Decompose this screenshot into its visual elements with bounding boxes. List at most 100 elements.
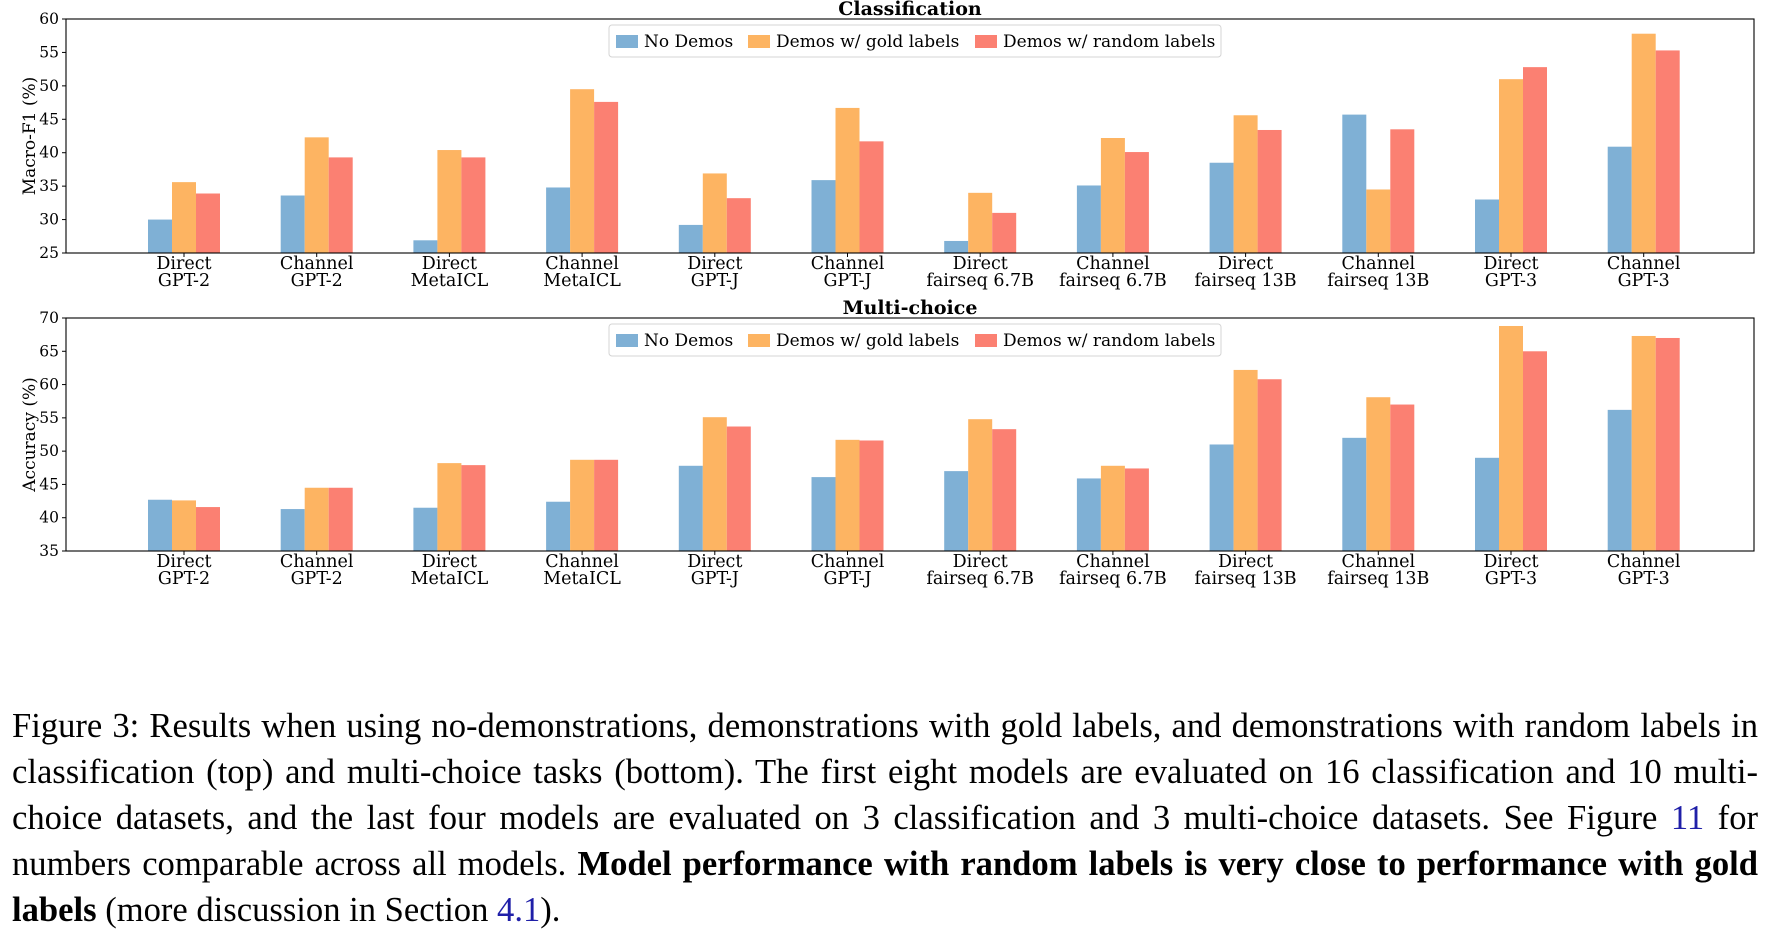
chart2-bar-10-series-2: [1366, 397, 1391, 551]
chart2-category-label-8-line2: fairseq 6.7B: [1059, 569, 1167, 589]
chart1-y-tick-label-7: 55: [39, 43, 59, 61]
chart1-y-tick-label-2: 30: [39, 211, 59, 229]
chart2-y-tick-label-4: 50: [39, 442, 59, 460]
chart1-y-tick-label-4: 40: [39, 144, 59, 162]
chart2-y-tick-label-3: 45: [39, 475, 59, 493]
chart2-y-tick-label-2: 40: [39, 509, 59, 527]
chart1-legend-label-1: No Demos: [644, 32, 733, 52]
chart2-legend-swatch-3: [975, 334, 997, 347]
chart1-bar-9-series-1: [1209, 162, 1234, 253]
chart2-category-label-2-line1: Channel: [280, 552, 354, 572]
chart2-bar-4-series-2: [570, 459, 595, 551]
chart2-legend-swatch-1: [616, 334, 638, 347]
section-reference-link[interactable]: 4.1: [497, 891, 541, 929]
chart1-bar-9-series-3: [1257, 129, 1282, 253]
chart2-bar-11-series-2: [1499, 325, 1523, 551]
chart2-bar-8-series-1: [1076, 478, 1101, 551]
chart1-title: Classification: [838, 0, 982, 20]
chart1-bar-7-series-1: [944, 240, 969, 253]
chart2-category-label-4-line1: Channel: [545, 552, 619, 572]
chart1-category-label-7-line1: Direct: [953, 254, 1008, 274]
chart2-category-label-12-line2: GPT-3: [1618, 569, 1670, 589]
figure-caption: Figure 3: Results when using no-demonstr…: [12, 703, 1758, 933]
chart1-legend-swatch-3: [975, 35, 997, 48]
chart1-legend-swatch-1: [616, 35, 638, 48]
chart1-bar-10-series-1: [1342, 114, 1367, 253]
chart2-legend-label-2: Demos w/ gold labels: [776, 331, 959, 351]
chart2-bar-7-series-2: [968, 419, 993, 551]
chart1-category-label-3-line1: Direct: [422, 254, 477, 274]
chart2-category-label-7-line2: fairseq 6.7B: [926, 569, 1034, 589]
chart2-y-tick-label-6: 60: [39, 376, 59, 394]
chart2-category-label-10-line2: fairseq 13B: [1327, 569, 1429, 589]
chart1-bar-8-series-1: [1076, 185, 1101, 253]
chart2-category-label-1-line2: GPT-2: [158, 569, 210, 589]
chart2-bar-11-series-3: [1523, 351, 1547, 551]
chart2-y-tick-label-8: 70: [39, 309, 59, 327]
chart1-category-label-12-line2: GPT-3: [1618, 271, 1670, 291]
chart2-bar-8-series-3: [1124, 468, 1149, 551]
chart2-legend-label-1: No Demos: [644, 331, 733, 351]
caption-text-2: for numbers comparable across all models…: [12, 799, 1758, 883]
chart1-category-label-4-line2: MetaICL: [543, 271, 621, 291]
chart1-category-label-8-line2: fairseq 6.7B: [1059, 271, 1167, 291]
chart2-bar-8-series-2: [1100, 465, 1125, 551]
chart1-legend-box: [608, 24, 1222, 58]
chart1-axes-frame: [65, 18, 1755, 254]
caption-bold-finding: Model performance with random labels is …: [12, 845, 1758, 929]
chart1-category-label-9-line2: fairseq 13B: [1195, 271, 1297, 291]
chart1-bar-2-series-1: [280, 195, 305, 253]
chart2-bar-1-series-3: [196, 507, 220, 551]
chart2-bar-6-series-2: [835, 439, 860, 551]
chart2-bar-10-series-3: [1390, 404, 1415, 551]
chart1-bar-7-series-2: [968, 192, 993, 253]
figure-reference-link[interactable]: 11: [1670, 799, 1705, 837]
chart2-category-label-5-line1: Direct: [687, 552, 742, 572]
chart2-bar-5-series-2: [702, 417, 727, 551]
chart2-bar-9-series-2: [1233, 369, 1258, 551]
chart1-bar-1-series-2: [172, 182, 196, 253]
chart2-category-label-9-line2: fairseq 13B: [1195, 569, 1297, 589]
caption-text-4: ).: [540, 891, 561, 929]
chart1-category-label-8-line1: Channel: [1076, 254, 1150, 274]
chart2-bar-3-series-3: [461, 465, 486, 551]
chart2-category-label-6-line1: Channel: [811, 552, 885, 572]
chart1-y-tick-label-8: 60: [39, 10, 59, 28]
chart2-bar-12-series-3: [1655, 337, 1680, 551]
chart1-category-label-2-line1: Channel: [280, 254, 354, 274]
chart2-bar-2-series-3: [328, 487, 353, 551]
chart1-y-tick-label-5: 45: [39, 110, 59, 128]
chart1-category-label-11-line2: GPT-3: [1485, 271, 1537, 291]
chart2-category-label-12-line1: Channel: [1607, 552, 1681, 572]
chart2-bar-1-series-1: [148, 499, 172, 551]
chart2-category-label-11-line2: GPT-3: [1485, 569, 1537, 589]
chart2-category-label-7-line1: Direct: [953, 552, 1008, 572]
chart1-bar-4-series-3: [594, 101, 619, 253]
chart1-bar-1-series-1: [148, 219, 172, 253]
chart1-bar-12-series-2: [1631, 33, 1656, 253]
chart1-bar-9-series-2: [1233, 115, 1258, 253]
chart2-bar-4-series-1: [546, 501, 571, 551]
chart2-legend-box: [608, 323, 1222, 357]
chart1-legend-swatch-2: [748, 35, 770, 48]
chart1-legend-label-3: Demos w/ random labels: [1003, 32, 1215, 52]
chart1-category-label-3-line2: MetaICL: [411, 271, 489, 291]
chart2-category-label-8-line1: Channel: [1076, 552, 1150, 572]
chart2-bar-7-series-1: [944, 471, 969, 551]
chart2-legend-swatch-2: [748, 334, 770, 347]
caption-text-1: Figure 3: Results when using no-demonstr…: [12, 707, 1758, 837]
figure: Classification Macro-F1 (%) Direct GPT-2 Cha…: [20, 0, 1755, 589]
chart1-category-label-7-line2: fairseq 6.7B: [926, 271, 1034, 291]
chart1-category-label-10-line1: Channel: [1342, 254, 1416, 274]
chart1-bar-11-series-3: [1523, 67, 1547, 253]
chart1-bar-10-series-3: [1390, 129, 1415, 253]
chart2-title: Multi-choice: [843, 297, 978, 319]
chart2-y-tick-label-7: 65: [39, 342, 59, 360]
chart2-category-label-5-line2: GPT-J: [691, 569, 739, 589]
chart1-bar-2-series-2: [304, 137, 329, 253]
chart2-category-label-3-line2: MetaICL: [411, 569, 489, 589]
chart1-category-label-1-line2: GPT-2: [158, 271, 210, 291]
chart1-category-label-1-line1: Direct: [156, 254, 211, 274]
chart1-bar-5-series-1: [678, 224, 703, 253]
chart2-category-label-10-line1: Channel: [1342, 552, 1416, 572]
